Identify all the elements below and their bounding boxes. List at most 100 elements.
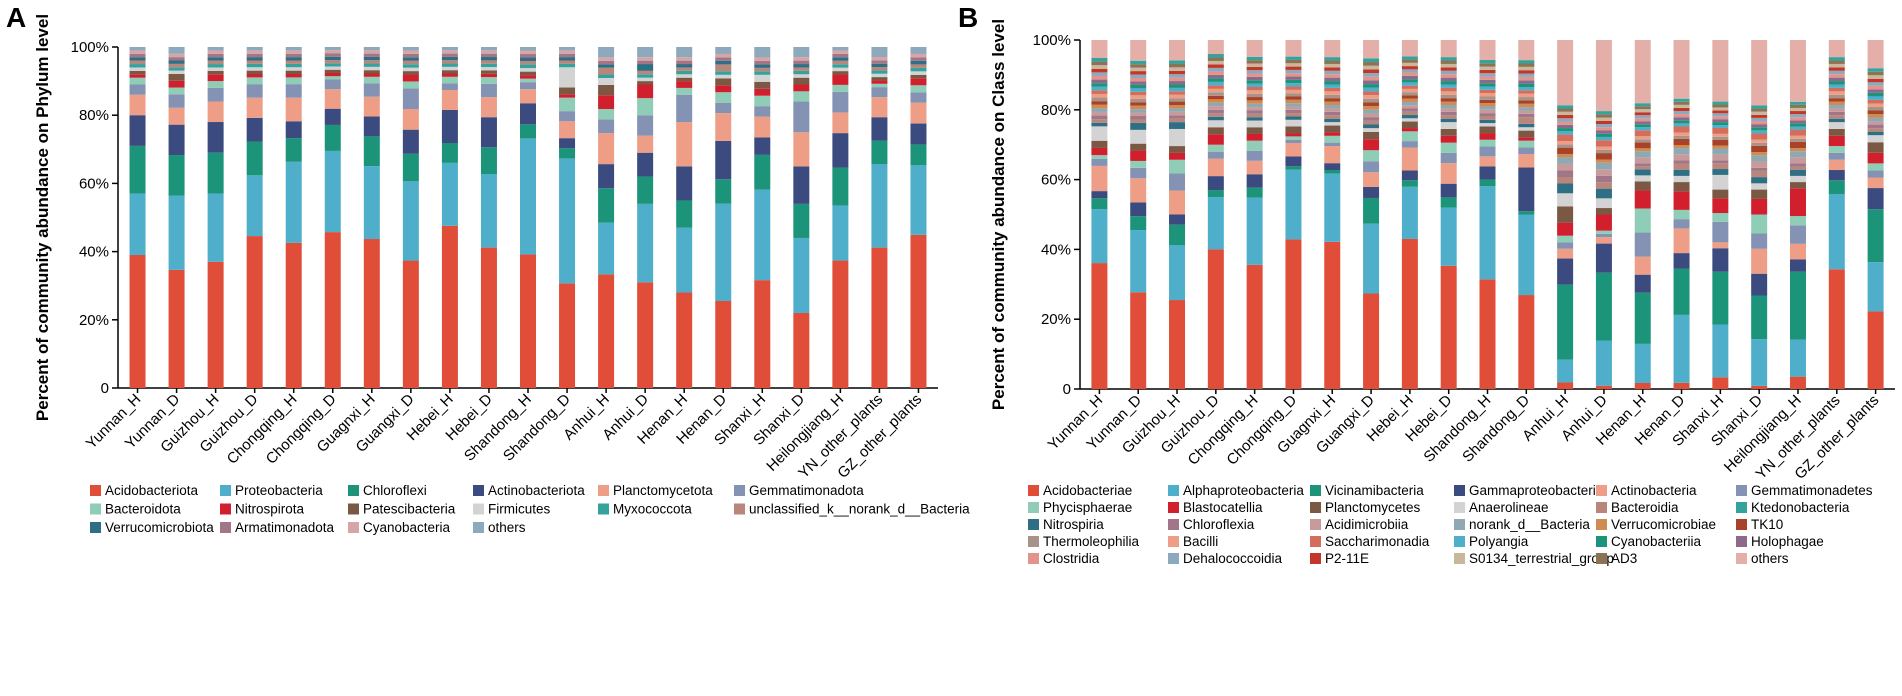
class-bar-segment [1401,85,1418,89]
class-bar-segment [1518,214,1535,296]
phylum-bar-segment [676,64,693,68]
phylum-bar-segment [637,81,654,85]
class-bar-segment [1130,216,1147,231]
class-legend-label: Ktedonobacteria [1751,500,1850,515]
phylum-bar-segment [871,97,888,118]
class-legend-label: Verrucomicrobiae [1611,517,1716,532]
phylum-bar-segment [129,255,146,388]
phylum-bar-segment [715,64,732,72]
phylum-bar-segment [559,111,576,122]
class-bar-segment [1595,243,1612,273]
class-bar-segment [1401,79,1418,83]
phylum-bar-segment [715,78,732,86]
class-bar-segment [1169,87,1186,92]
class-bar-segment [1479,93,1496,97]
class-bar-segment [1712,248,1729,272]
class-bar-segment [1828,146,1845,153]
class-bar-segment [1518,147,1535,155]
class-bar-segment [1246,264,1263,389]
phylum-bar-segment [207,53,224,58]
class-bar-segment [1595,169,1612,176]
phylum-bar-segment [520,78,536,83]
class-bar-segment [1091,40,1108,58]
class-bar-segment [1324,146,1341,164]
class-bar-segment [1401,101,1418,106]
phylum-bar-segment [480,77,497,84]
class-bar-segment [1712,271,1729,325]
phylum-bar-segment [480,60,497,64]
class-bar-segment [1479,113,1496,117]
class-bar-segment [1828,101,1845,106]
phylum-bar-segment [559,138,576,149]
phylum-bar-segment [324,232,341,388]
class-bar-segment [1440,118,1457,123]
phylum-legend-label: Bacteroidota [105,502,181,517]
phylum-bar-segment [324,47,341,51]
class-bar-segment [1130,109,1147,113]
class-bar-segment [1789,216,1806,226]
phylum-bar-segment [832,71,849,75]
class-bar-segment [1130,202,1147,217]
class-bar-segment [1712,174,1729,190]
class-bar-segment [1130,78,1147,82]
class-bar-segment [1130,167,1147,179]
class-bar-segment [1712,107,1729,111]
phylum-bar-segment [129,77,146,85]
class-bar-segment [1246,107,1263,111]
phylum-bar-segment [871,140,888,165]
class-bar-segment [1479,89,1496,94]
phylum-bar-segment [910,234,927,388]
phylum-bar-segment [285,138,302,162]
class-bar-segment [1634,232,1651,257]
phylum-bar-segment [598,60,615,65]
class-bar-segment [1169,60,1186,64]
phylum-bar-segment [207,122,224,153]
class-bar-segment [1595,120,1612,125]
class-bar-segment [1091,198,1108,210]
phylum-y-tick-label: 40% [79,244,109,261]
phylum-bar-segment [324,56,341,60]
class-bar-segment [1595,140,1612,147]
phylum-bar-segment [246,77,263,85]
class-bar-Yunnan_H [1091,40,1108,389]
phylum-bar-segment [402,47,419,51]
class-bar-segment [1479,59,1496,64]
class-bar-segment [1789,129,1806,136]
class-bar-segment [1207,197,1224,250]
phylum-bar-segment [168,67,185,71]
class-bar-segment [1867,68,1884,72]
class-bar-segment [1401,98,1418,102]
class-bar-segment [1751,161,1768,168]
class-bar-segment [1595,237,1612,244]
class-bar-segment [1440,128,1457,136]
phylum-bar-segment [871,83,888,88]
class-bar-segment [1751,105,1768,109]
phylum-bar-segment [129,94,146,116]
class-bar-segment [1828,77,1845,82]
class-legend-swatch [1454,553,1465,564]
phylum-bar-segment [168,70,185,75]
class-bar-segment [1867,114,1884,118]
phylum-bar-segment [363,66,380,71]
class-bar-segment [1867,110,1884,115]
class-bar-segment [1557,222,1574,236]
class-bar-segment [1828,98,1845,102]
class-bar-segment [1363,76,1380,81]
phylum-bar-segment [598,57,615,61]
class-bar-segment [1867,163,1884,171]
class-bar-segment [1557,170,1574,177]
phylum-bar-segment [168,80,185,88]
class-bar-segment [1479,279,1496,389]
class-bar-segment [1130,116,1147,120]
class-bar-segment [1595,214,1612,231]
phylum-bar-segment [793,132,810,167]
class-bar-Henan_H [1634,40,1651,389]
class-bar-segment [1595,153,1612,160]
class-bar-segment [1207,134,1224,145]
class-legend-swatch [1028,536,1039,547]
phylum-bar-segment [441,47,458,51]
phylum-bar-segment [793,57,810,61]
class-bar-segment [1169,98,1186,102]
phylum-bar-segment [637,115,654,136]
class-bar-segment [1595,188,1612,199]
